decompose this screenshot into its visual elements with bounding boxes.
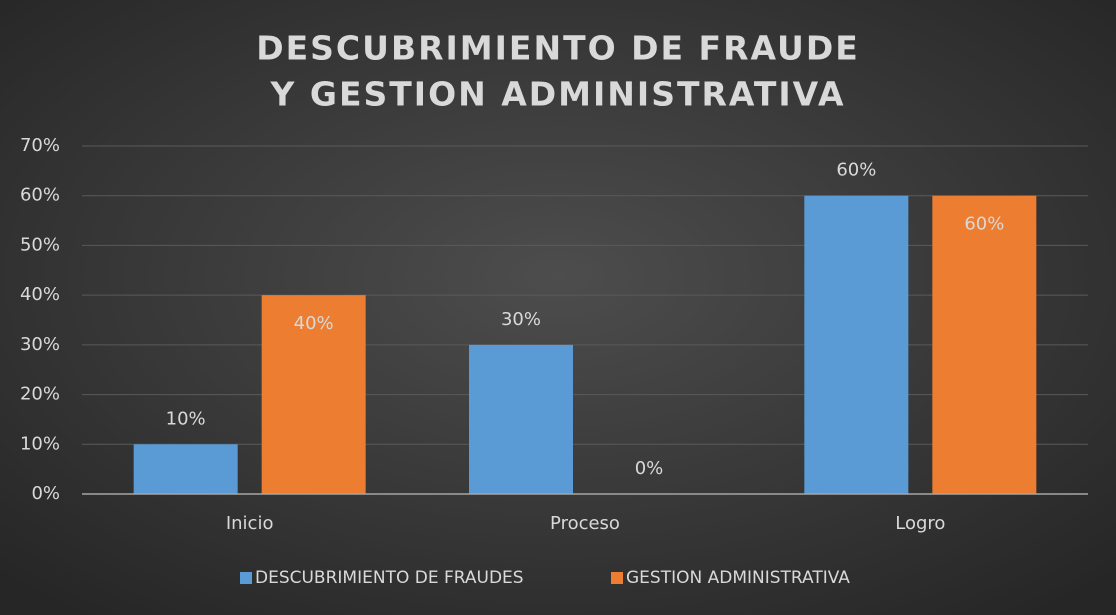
data-label: 10%: [166, 408, 206, 429]
data-label: 30%: [501, 309, 541, 330]
bar: [804, 195, 909, 494]
bar: [133, 444, 238, 494]
bar: [932, 195, 1037, 494]
data-label: 60%: [836, 160, 876, 181]
y-tick-label: 50%: [20, 234, 60, 255]
legend-label: DESCUBRIMIENTO DE FRAUDES: [255, 568, 524, 588]
y-tick-label: 60%: [20, 185, 60, 206]
y-tick-label: 10%: [20, 433, 60, 454]
x-tick-label: Proceso: [550, 513, 620, 534]
y-tick-label: 0%: [31, 483, 60, 504]
data-label: 60%: [964, 214, 1004, 235]
chart-title: DESCUBRIMIENTO DE FRAUDE: [256, 29, 860, 68]
x-tick-label: Logro: [895, 513, 945, 534]
legend-label: GESTION ADMINISTRATIVA: [626, 568, 850, 588]
bar: [261, 295, 366, 494]
y-tick-label: 30%: [20, 334, 60, 355]
y-tick-label: 40%: [20, 284, 60, 305]
y-tick-label: 20%: [20, 384, 60, 405]
x-tick-label: Inicio: [226, 513, 274, 534]
legend-swatch: [611, 572, 623, 584]
bar: [469, 344, 573, 494]
data-label: 0%: [635, 458, 664, 479]
y-tick-label: 70%: [20, 135, 60, 156]
chart-title: Y GESTION ADMINISTRATIVA: [270, 75, 846, 114]
legend-swatch: [240, 572, 252, 584]
data-label: 40%: [294, 313, 334, 334]
